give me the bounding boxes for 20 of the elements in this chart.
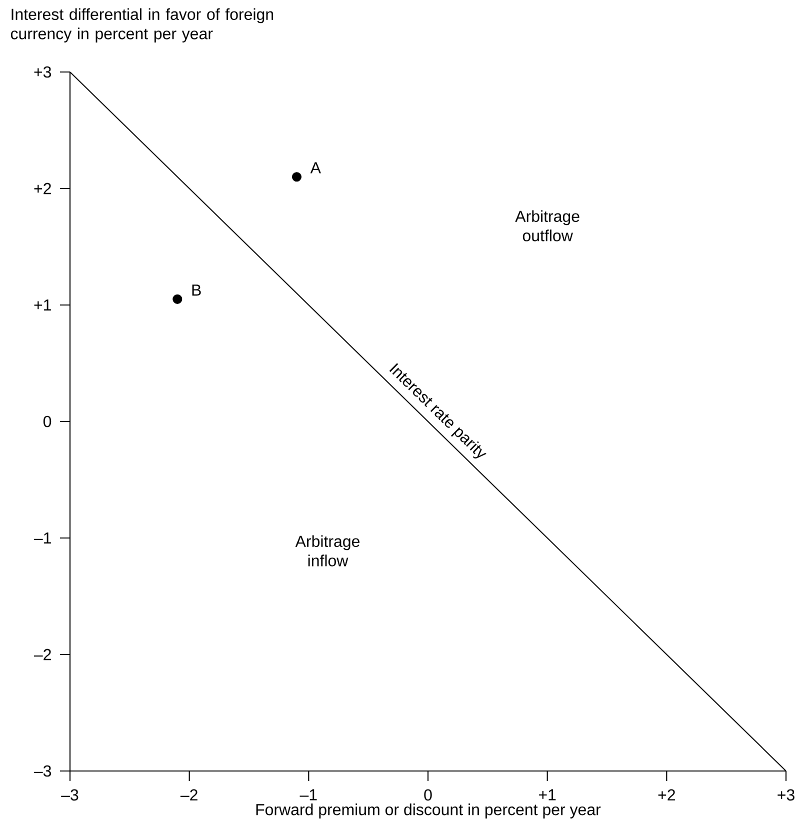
y-tick-label: +2 bbox=[34, 182, 51, 194]
x-tick-label: 0 bbox=[424, 789, 432, 801]
x-axis-title: Forward premium or discount in percent per year bbox=[256, 804, 601, 818]
y-tick-label: –1 bbox=[34, 532, 51, 544]
y-tick-label: 0 bbox=[43, 416, 52, 428]
annotation: Arbitrage outflow bbox=[515, 210, 580, 242]
y-axis-title: Interest differential in favor of foreign currency in percent per year bbox=[10, 8, 274, 43]
annotation: Arbitrage inflow bbox=[295, 535, 360, 566]
y-tick-label: –2 bbox=[34, 648, 51, 660]
x-tick-label: –2 bbox=[180, 789, 198, 800]
x-tick-label: –1 bbox=[300, 789, 317, 800]
y-tick-label: +3 bbox=[34, 66, 52, 78]
x-tick-label: –3 bbox=[61, 789, 78, 801]
annotation: B bbox=[192, 284, 201, 296]
x-tick-label: +1 bbox=[538, 789, 556, 800]
y-tick-label: –3 bbox=[34, 765, 52, 777]
x-tick-label: +2 bbox=[658, 789, 675, 800]
annotation: A bbox=[310, 162, 321, 174]
y-tick-label: +1 bbox=[34, 300, 51, 310]
x-tick-label: +3 bbox=[778, 789, 794, 801]
